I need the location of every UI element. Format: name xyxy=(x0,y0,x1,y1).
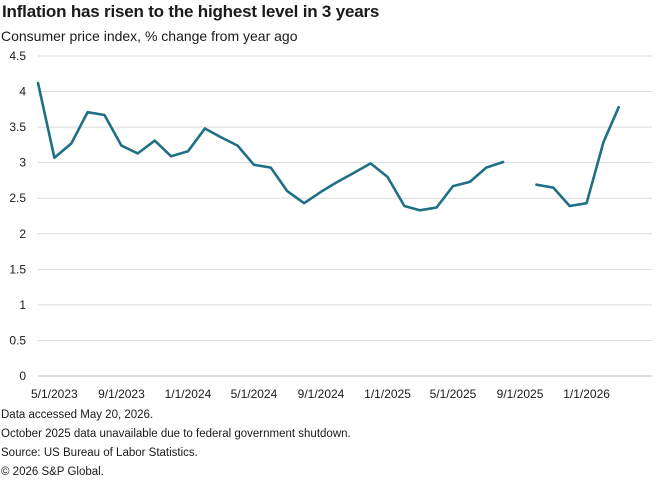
footnote-data-accessed: Data accessed May 20, 2026. xyxy=(1,409,154,421)
y-tick-label: 4 xyxy=(19,85,26,99)
y-tick-label: 3 xyxy=(19,156,26,170)
x-tick-label: 5/1/2024 xyxy=(231,387,278,400)
series-line-segment xyxy=(36,81,505,212)
footnote-october-note: October 2025 data unavailable due to fed… xyxy=(1,428,351,440)
x-tick-label: 1/1/2026 xyxy=(563,387,610,400)
y-tick-label: 0 xyxy=(19,369,26,383)
y-tick-label: 1.5 xyxy=(9,262,26,276)
x-tick-label: 9/1/2025 xyxy=(497,387,544,400)
gridlines xyxy=(38,55,652,377)
x-tick-label: 1/1/2025 xyxy=(364,387,411,400)
line-chart: 0 0.5 1 1.5 2 2.5 3 3.5 4 4.5 5/1/2023 9/1/2023 1/1… xyxy=(9,49,652,400)
y-tick-label: 2 xyxy=(19,227,26,241)
footnotes: Data accessed May 20, 2026. October 2025… xyxy=(1,406,351,482)
y-tick-label: 1 xyxy=(19,298,26,312)
x-tick-label: 5/1/2023 xyxy=(31,387,78,400)
series-line-segment xyxy=(535,105,621,208)
chart-subtitle: Consumer price index, % change from year… xyxy=(1,28,298,44)
chart-title: Inflation has risen to the highest level… xyxy=(2,2,380,21)
footnote-source: Source: US Bureau of Labor Statistics. xyxy=(1,447,198,459)
x-tick-label: 9/1/2023 xyxy=(98,387,145,400)
footnote-copyright: © 2026 S&P Global. xyxy=(1,466,104,478)
x-tick-label: 5/1/2025 xyxy=(430,387,477,400)
y-tick-label: 4.5 xyxy=(9,49,26,63)
x-axis-tick-labels: 5/1/2023 9/1/2023 1/1/2024 5/1/2024 9/1/2024… xyxy=(31,387,610,400)
cpi-series xyxy=(36,81,621,212)
x-tick-label: 9/1/2024 xyxy=(298,387,345,400)
y-tick-label: 0.5 xyxy=(9,333,26,347)
y-tick-label: 2.5 xyxy=(9,191,26,205)
x-tick-label: 1/1/2024 xyxy=(165,387,212,400)
y-axis-tick-labels: 0 0.5 1 1.5 2 2.5 3 3.5 4 4.5 xyxy=(9,49,26,383)
y-tick-label: 3.5 xyxy=(9,120,26,134)
